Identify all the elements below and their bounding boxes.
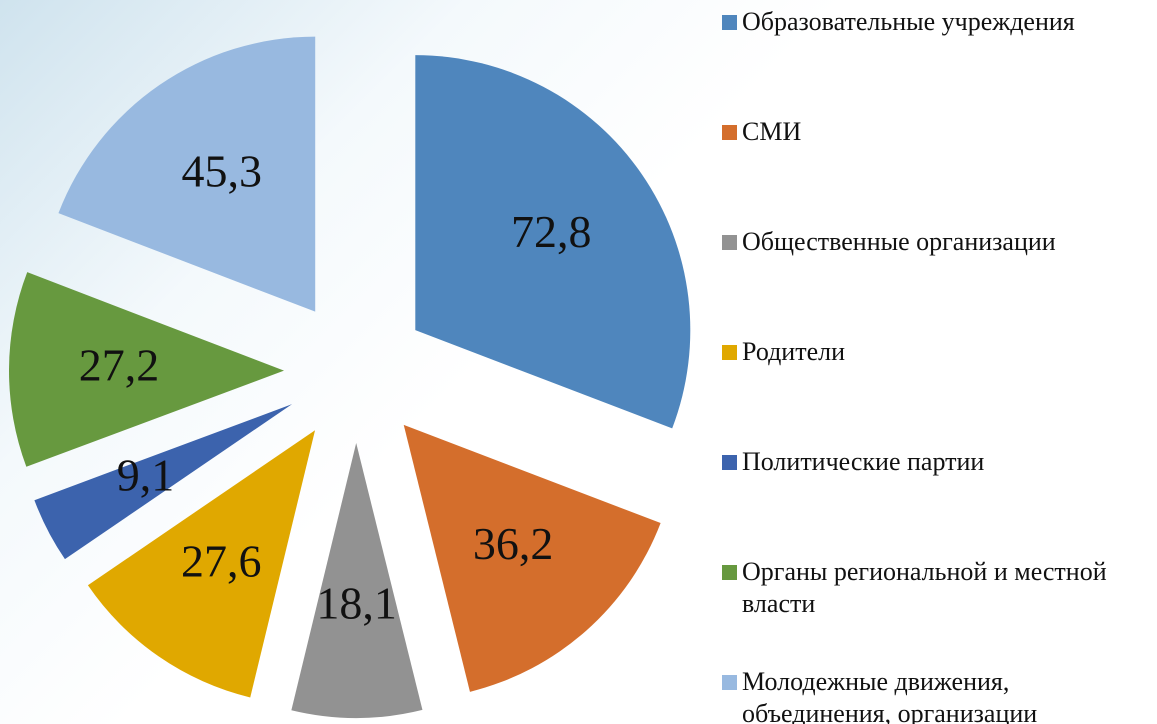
legend-item: Родители — [722, 336, 1152, 368]
pie-slice — [58, 36, 316, 312]
data-label: 45,3 — [181, 145, 262, 196]
legend-item: Молодежные движения, объединения, органи… — [722, 666, 1152, 724]
data-label: 36,2 — [473, 518, 554, 569]
pie-slice — [291, 442, 423, 718]
legend-label: Родители — [742, 337, 845, 366]
pie-slice — [415, 55, 691, 429]
data-label: 72,8 — [511, 206, 592, 257]
data-label: 27,6 — [181, 536, 262, 587]
legend-swatch — [722, 675, 737, 690]
legend-swatch — [722, 565, 737, 580]
legend-swatch — [722, 455, 737, 470]
legend-label: Общественные организации — [742, 227, 1056, 256]
legend-swatch — [722, 15, 737, 30]
legend-label: Политические партии — [742, 447, 985, 476]
legend-item: Общественные организации — [722, 226, 1152, 258]
legend-label: Образовательные учреждения — [742, 7, 1075, 36]
pie-slice — [34, 404, 293, 560]
pie-slice — [403, 424, 661, 692]
legend-swatch — [722, 125, 737, 140]
legend-label: СМИ — [742, 117, 802, 146]
legend-item: СМИ — [722, 116, 1152, 148]
pie: 72,8 36,2 18,1 27,69,1 27,2 45,3 — [9, 36, 691, 718]
legend-swatch — [722, 345, 737, 360]
legend-swatch — [722, 235, 737, 250]
data-label: 18,1 — [316, 578, 397, 629]
legend-label: Молодежные движения, объединения, органи… — [742, 667, 1038, 724]
legend-item: Образовательные учреждения — [722, 6, 1152, 38]
legend-label: Органы региональной и местной власти — [742, 557, 1107, 618]
legend-item: Органы региональной и местной власти — [722, 556, 1152, 620]
pie-slice — [9, 272, 285, 467]
legend-item: Политические партии — [722, 446, 1152, 478]
data-label: 27,2 — [79, 339, 160, 390]
pie-slice — [87, 430, 316, 698]
data-label: 9,1 — [117, 450, 175, 501]
